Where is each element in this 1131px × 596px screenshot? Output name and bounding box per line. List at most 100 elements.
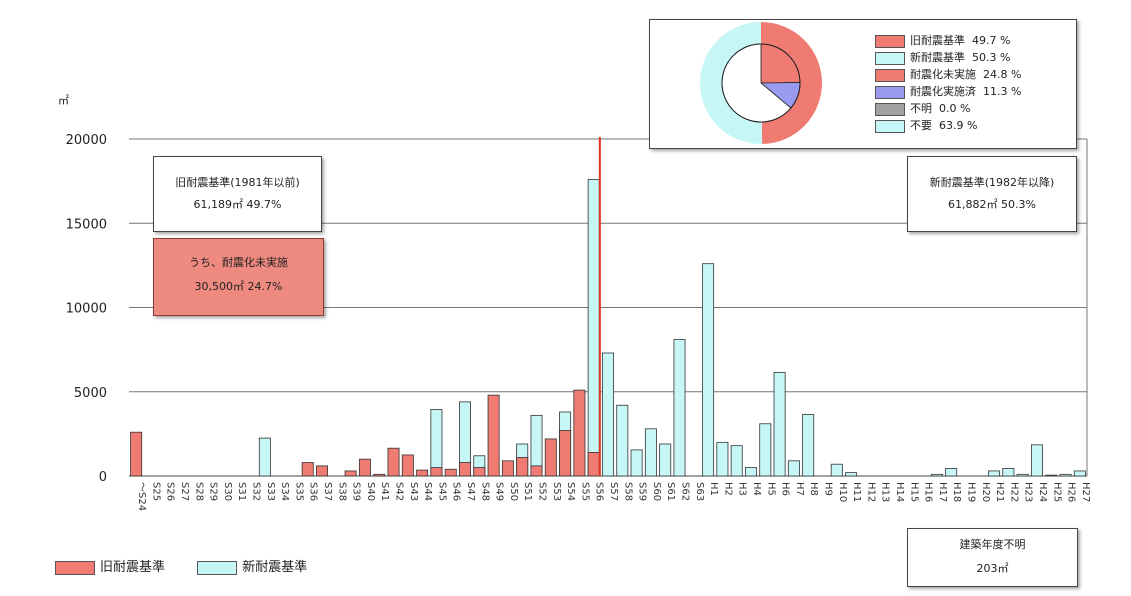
legend-label: 旧耐震基準 <box>910 34 965 47</box>
x-tick-label: S29 <box>208 482 219 501</box>
bar-new-standard <box>802 414 815 477</box>
x-tick-label: S53 <box>551 482 562 501</box>
x-tick-label: H13 <box>880 482 891 502</box>
bar-new-standard <box>988 470 1001 477</box>
bar-old-standard <box>387 447 400 477</box>
x-tick-label: H8 <box>808 482 819 496</box>
y-tick-label: 10000 <box>66 302 107 317</box>
x-tick-label: S57 <box>608 482 619 501</box>
legend-swatch <box>875 119 905 133</box>
x-tick-label: H12 <box>865 482 876 502</box>
bar-new-standard <box>730 445 743 477</box>
x-tick-label: S33 <box>265 482 276 501</box>
x-tick-label: H19 <box>965 482 976 502</box>
legend-label: 耐震化未実施 <box>910 68 976 81</box>
series-legend: 旧耐震基準 新耐震基準 <box>55 556 307 575</box>
legend-swatch <box>875 51 905 65</box>
bar-new-standard <box>845 472 858 477</box>
x-tick-label: S54 <box>565 482 576 501</box>
bar-new-standard <box>702 263 715 477</box>
x-tick-label: H15 <box>908 482 919 502</box>
x-tick-label: S28 <box>193 482 204 501</box>
x-tick-label: H20 <box>980 482 991 502</box>
old-standard-title: 旧耐震基準(1981年以前) <box>175 176 300 189</box>
legend-swatch <box>875 68 905 82</box>
x-tick-label: S25 <box>150 482 161 501</box>
bar-old-standard <box>130 431 143 477</box>
x-tick-label: S42 <box>394 482 405 501</box>
x-tick-label: S56 <box>594 482 605 501</box>
bar-new-standard <box>616 404 629 477</box>
x-tick-label: S61 <box>665 482 676 501</box>
legend-swatch-new <box>197 560 238 575</box>
x-tick-label: S46 <box>451 482 462 501</box>
x-tick-label: S35 <box>293 482 304 501</box>
legend-label-new: 新耐震基準 <box>242 560 308 575</box>
x-tick-label: H14 <box>894 482 905 502</box>
x-tick-label: S58 <box>622 482 633 501</box>
x-tick-label: S45 <box>436 482 447 501</box>
pie-legend-item: 耐震化実施済 11.3 % <box>875 83 1021 99</box>
x-tick-label: ～S24 <box>136 482 147 511</box>
legend-swatch <box>875 34 905 48</box>
bar-new-standard <box>258 437 271 477</box>
unknown-year-title: 建築年度不明 <box>959 538 1026 551</box>
legend-swatch <box>875 102 905 116</box>
x-tick-label: H17 <box>937 482 948 502</box>
pie-legend-item: 不明 0.0 % <box>875 100 970 116</box>
x-tick-label: S41 <box>379 482 390 501</box>
x-tick-label: H23 <box>1023 482 1034 502</box>
bar-new-standard <box>430 409 443 477</box>
bar-old-standard <box>416 469 429 477</box>
bar-new-standard <box>1002 468 1015 477</box>
x-tick-label: S27 <box>179 482 190 501</box>
bar-old-standard <box>573 389 586 477</box>
bar-old-standard <box>473 467 486 477</box>
x-tick-label: S30 <box>222 482 233 501</box>
y-tick-label: 15000 <box>66 217 107 232</box>
bar-new-standard <box>773 371 786 477</box>
pie-legend-item: 旧耐震基準 49.7 % <box>875 32 1010 48</box>
bar-new-standard <box>602 352 614 477</box>
x-tick-label: H25 <box>1051 482 1062 502</box>
bar-old-standard <box>301 462 314 477</box>
legend-pct: 63.9 % <box>939 119 978 132</box>
bar-new-standard <box>930 473 943 477</box>
bar-new-standard <box>1073 470 1086 477</box>
x-tick-label: H5 <box>765 482 776 496</box>
bar-new-standard <box>1016 473 1029 477</box>
x-tick-label: H7 <box>794 482 805 496</box>
x-tick-label: H24 <box>1037 482 1048 502</box>
x-tick-label: S50 <box>508 482 519 501</box>
bar-new-standard <box>1045 474 1058 477</box>
bar-new-standard <box>787 460 800 477</box>
x-tick-label: H11 <box>851 482 862 502</box>
x-tick-label: S34 <box>279 482 290 501</box>
bar-new-standard <box>673 339 686 477</box>
y-unit-label: ㎡ <box>58 94 69 107</box>
pie-legend-panel: 旧耐震基準 49.7 % 新耐震基準 50.3 % 耐震化未実施 24.8 % … <box>649 19 1077 149</box>
pie-inner-outline <box>721 43 801 123</box>
legend-label-old: 旧耐震基準 <box>100 560 166 575</box>
bar-new-standard <box>1059 473 1072 477</box>
bar-new-standard <box>745 467 757 477</box>
bar-new-standard <box>644 428 657 477</box>
bar-old-standard <box>430 467 443 477</box>
y-tick-label: 0 <box>99 470 107 485</box>
bar-new-standard <box>659 443 672 477</box>
bar-new-standard <box>587 179 600 477</box>
x-tick-label: S60 <box>651 482 662 501</box>
legend-swatch <box>875 85 905 99</box>
y-tick-label: 5000 <box>74 386 107 401</box>
x-tick-label: H21 <box>994 482 1005 502</box>
x-tick-label: H1 <box>708 482 719 496</box>
old-standard-summary-box: 旧耐震基準(1981年以前) 61,189㎡ 49.7% <box>153 156 322 232</box>
x-tick-label: H6 <box>780 482 791 496</box>
x-tick-label: S26 <box>165 482 176 501</box>
y-tick-label: 20000 <box>66 133 107 148</box>
x-tick-label: S31 <box>236 482 247 501</box>
x-tick-label: S37 <box>322 482 333 501</box>
unknown-year-box: 建築年度不明 203㎡ <box>907 528 1078 587</box>
x-tick-label: S44 <box>422 482 433 501</box>
